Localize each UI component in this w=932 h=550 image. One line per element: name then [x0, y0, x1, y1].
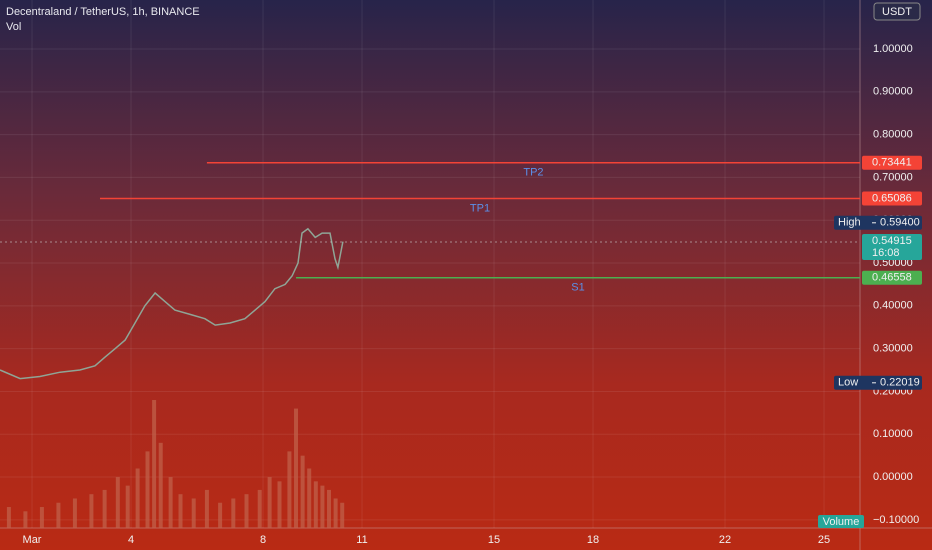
volume-bar: [231, 498, 236, 528]
level-price-box: [862, 191, 922, 206]
low-tag-box: [834, 375, 922, 390]
volume-bar: [135, 468, 140, 528]
volume-bar: [300, 455, 305, 528]
last-price: 0.54915: [872, 235, 912, 247]
x-tick-label: 8: [260, 534, 266, 546]
volume-bar: [56, 502, 61, 528]
y-tick-label: 0.80000: [873, 129, 913, 141]
currency-box: [873, 2, 921, 21]
x-tick-label: 22: [719, 534, 731, 546]
y-tick-label: 0.10000: [873, 428, 913, 440]
x-tick-label: 4: [128, 534, 134, 546]
high-tag-text: High: [838, 217, 861, 229]
y-tick-label: 0.70000: [873, 171, 913, 183]
volume-bar: [39, 507, 44, 528]
volume-bar: [320, 485, 325, 528]
x-tick-label: 18: [587, 534, 599, 546]
volume-bar: [6, 507, 11, 528]
volume-bar: [115, 477, 120, 528]
volume-bar: [327, 489, 332, 528]
volume-bar: [333, 498, 338, 528]
volume-bar: [287, 451, 292, 528]
volume-bar: [152, 400, 157, 528]
x-tick-label: 11: [356, 534, 367, 546]
volume-bar: [89, 494, 94, 528]
y-tick-label: −0.10000: [873, 514, 919, 526]
volume-bar: [178, 494, 183, 528]
high-tag-value: 0.59400: [880, 217, 920, 229]
volume-bar: [23, 511, 28, 528]
volume-bar: [158, 442, 163, 528]
volume-bar: [313, 481, 318, 528]
low-tag-value: 0.22019: [880, 377, 920, 389]
currency: USDT: [882, 6, 912, 18]
volume-bar: [191, 498, 196, 528]
y-tick-label: 0.90000: [873, 86, 913, 98]
high-tag-box: [834, 215, 922, 230]
volume-bar: [307, 468, 312, 528]
level-price: 0.65086: [872, 192, 912, 204]
level-price-box: [862, 270, 922, 285]
volume-bar: [294, 408, 299, 528]
chart-title: Decentraland / TetherUS, 1h, BINANCE: [6, 6, 200, 18]
plot-area: [0, 0, 860, 528]
volume-bar: [145, 451, 150, 528]
level-name: TP1: [470, 202, 490, 214]
level-price: 0.73441: [872, 157, 912, 169]
last-countdown: 16:08: [872, 247, 900, 259]
volume-bar: [168, 477, 173, 528]
y-tick-label: 0.00000: [873, 471, 913, 483]
volume-bar: [267, 477, 272, 528]
low-tag-text: Low: [838, 377, 858, 389]
indicator-label: Vol: [6, 21, 21, 33]
level-name: S1: [571, 282, 584, 294]
last-price-box: [862, 233, 922, 260]
level-price: 0.46558: [872, 272, 912, 284]
y-tick-label: 0.30000: [873, 343, 913, 355]
volume-bar: [244, 494, 249, 528]
level-name: TP2: [523, 167, 543, 179]
x-tick-label: 25: [818, 534, 830, 546]
volume-bar: [72, 498, 77, 528]
price-line: [0, 227, 344, 380]
volume-bar: [340, 502, 345, 528]
volume-bar: [257, 489, 262, 528]
level-price-box: [862, 155, 922, 170]
volume-bar: [204, 489, 209, 528]
volume-label-box: [818, 515, 864, 528]
volume-bar: [102, 489, 107, 528]
x-tick-label: 15: [488, 534, 500, 546]
y-tick-label: 0.40000: [873, 300, 913, 312]
volume-bar: [218, 502, 223, 528]
y-tick-label: 1.00000: [873, 43, 913, 55]
x-tick-label: Mar: [23, 534, 42, 546]
volume-bar: [277, 481, 282, 528]
volume-label: Volume: [823, 516, 860, 528]
volume-bar: [125, 485, 130, 528]
